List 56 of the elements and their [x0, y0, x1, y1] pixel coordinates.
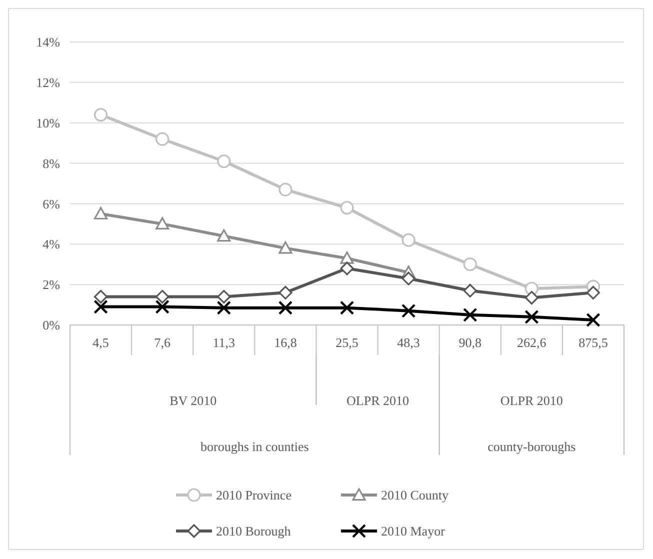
- point: [156, 217, 170, 230]
- point: [586, 286, 600, 300]
- point: [402, 272, 416, 286]
- legend-label: 2010 Borough: [216, 524, 292, 539]
- point: [278, 286, 292, 300]
- point: [155, 300, 170, 314]
- point: [278, 241, 292, 254]
- point: [217, 154, 231, 168]
- point: [217, 229, 231, 242]
- legend-label: 2010 Province: [216, 488, 292, 503]
- x-tick-label: 48,3: [397, 335, 420, 350]
- y-tick-label: 12%: [36, 74, 60, 90]
- point: [340, 262, 354, 276]
- point: [340, 200, 354, 215]
- point: [340, 300, 354, 315]
- point: [217, 290, 231, 304]
- text: OLPR 2010: [500, 393, 563, 408]
- x-tick-label: 25,5: [336, 335, 358, 350]
- y-tick-label: 2%: [42, 277, 60, 292]
- point: [401, 304, 416, 318]
- point: [524, 310, 539, 324]
- point: [94, 108, 108, 122]
- x-tick-label: 4,5: [92, 335, 109, 350]
- legend-label: 2010 County: [381, 488, 450, 503]
- point: [156, 132, 170, 146]
- point: [463, 258, 477, 272]
- point: [524, 290, 538, 305]
- x-tick-label: 262,6: [517, 335, 547, 350]
- legend-label: 2010 Mayor: [381, 524, 446, 539]
- x-tick-label: 875,5: [578, 335, 608, 350]
- point: [278, 182, 292, 196]
- point: [94, 290, 108, 304]
- y-tick-label: 6%: [42, 196, 60, 212]
- y-tick-label: 0%: [42, 318, 60, 333]
- point: [94, 300, 108, 314]
- point: [586, 312, 600, 328]
- point: [402, 233, 416, 247]
- y-tick-label: 14%: [36, 34, 60, 50]
- point: [340, 251, 354, 264]
- x-tick-label: 90,8: [458, 335, 482, 350]
- y-tick-label: 8%: [42, 156, 60, 171]
- y-tick-label: 4%: [42, 236, 60, 252]
- text: BV 2010: [170, 393, 217, 408]
- point: [216, 300, 231, 315]
- x-tick-label: 11,3: [212, 335, 236, 350]
- x-tick-label: 16,8: [274, 335, 297, 350]
- point: [278, 300, 293, 315]
- point: [94, 207, 108, 220]
- point: [156, 290, 170, 304]
- point: [463, 284, 477, 298]
- text: county-boroughs: [488, 439, 576, 454]
- text: boroughs in counties: [200, 439, 309, 454]
- text: OLPR 2010: [346, 393, 410, 408]
- point: [463, 308, 478, 322]
- y-tick-label: 10%: [36, 115, 60, 130]
- x-tick-label: 7,6: [154, 335, 171, 350]
